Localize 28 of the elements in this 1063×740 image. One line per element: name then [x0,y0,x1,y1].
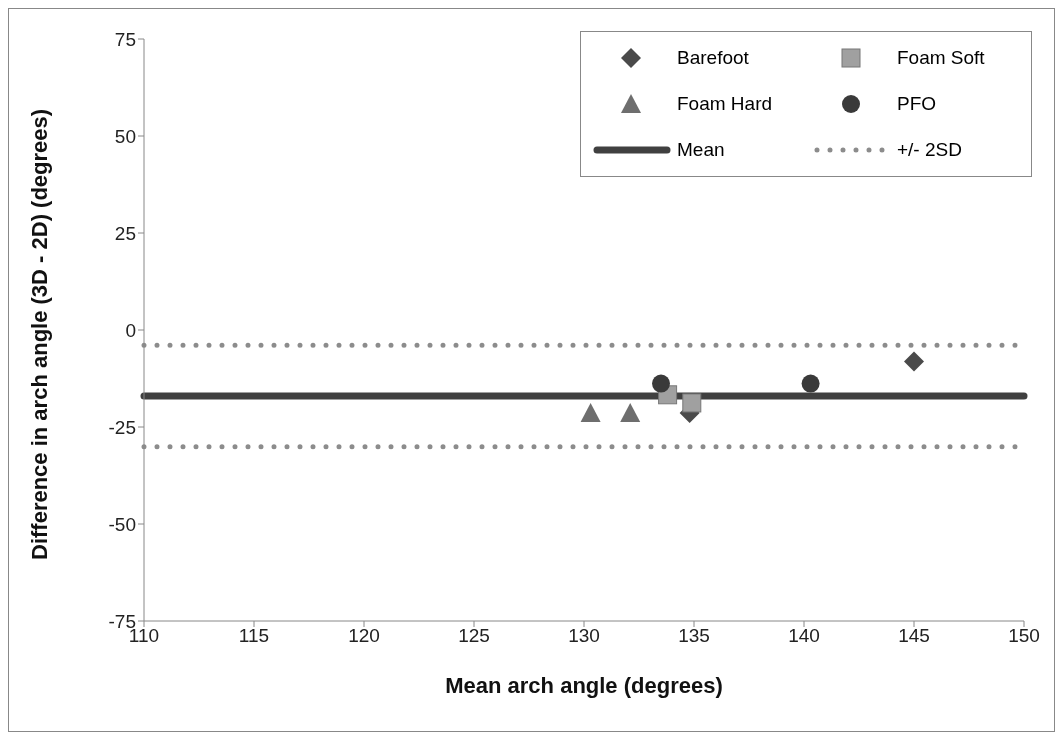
x-tick-label: 140 [788,625,820,647]
point [620,403,641,423]
x-tick-label: 125 [458,625,490,647]
point [682,393,702,413]
legend-label: Mean [677,139,725,161]
legend-label: +/- 2SD [897,139,962,161]
x-axis-title: Mean arch angle (degrees) [445,673,723,698]
y-tick-label: 75 [114,28,136,50]
y-tick-label: -25 [108,416,136,438]
point [580,403,601,423]
x-tick-label: 150 [1008,625,1040,647]
point [904,351,924,372]
x-tick-label: 130 [568,625,600,647]
x-tick-label: 145 [898,625,930,647]
point [652,374,670,393]
y-tick-label: 50 [114,125,136,147]
x-tick-label: 135 [678,625,710,647]
y-tick-label: 0 [125,319,136,341]
legend-label: Foam Hard [677,93,773,115]
x-tick-label: 115 [238,625,270,647]
y-tick-label: 25 [114,222,136,244]
legend-label: Barefoot [677,47,749,69]
y-tick-label: -50 [108,513,136,535]
legend-label: Foam Soft [897,47,985,69]
point [801,374,820,393]
y-axis-title: Difference in arch angle (3D - 2D) (degrees) [26,108,52,560]
legend-label: PFO [897,93,937,115]
x-tick-label: 120 [348,625,380,647]
